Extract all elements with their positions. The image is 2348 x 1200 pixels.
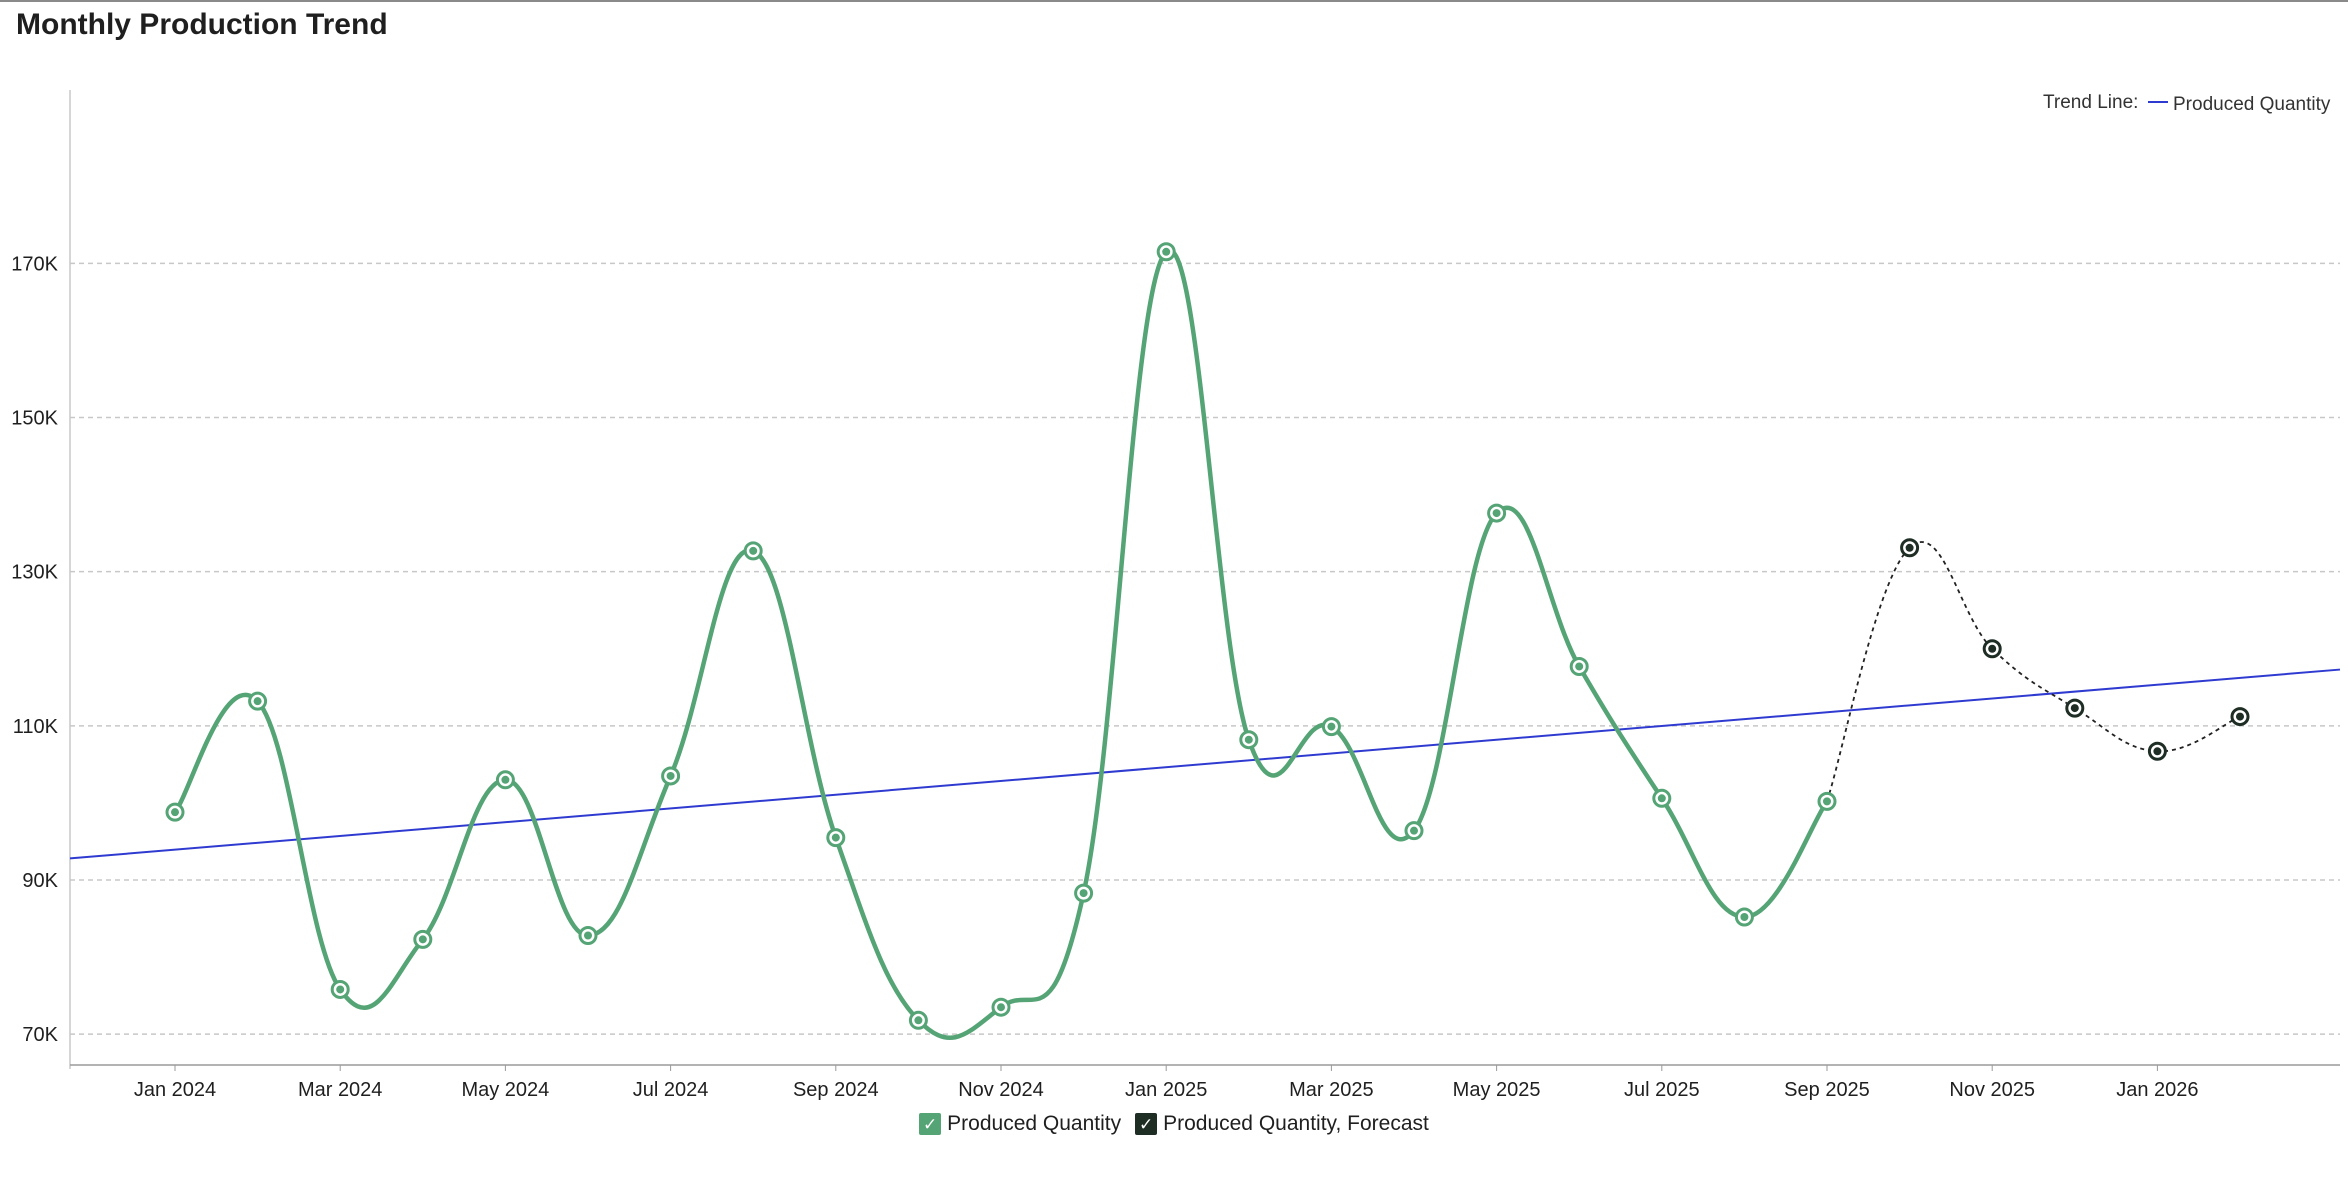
x-tick-label: May 2024 bbox=[461, 1079, 549, 1100]
data-point-dot bbox=[584, 931, 592, 940]
series-layer bbox=[173, 247, 2241, 1040]
forecast-data-point bbox=[2230, 707, 2250, 727]
data-point-dot bbox=[914, 1016, 923, 1025]
data-point-dot bbox=[1575, 662, 1584, 671]
trend-line bbox=[69, 668, 2341, 860]
y-tick-label: 70K bbox=[22, 1024, 58, 1046]
data-point-dot bbox=[253, 697, 262, 706]
data-point bbox=[330, 979, 350, 999]
data-point bbox=[908, 1010, 928, 1030]
data-point bbox=[578, 926, 598, 945]
data-point-dot bbox=[171, 808, 179, 817]
data-point-dot bbox=[997, 1003, 1005, 1012]
data-point bbox=[1652, 788, 1672, 808]
x-tick-label: May 2025 bbox=[1453, 1079, 1541, 1100]
data-point bbox=[826, 828, 846, 848]
forecast-series-line bbox=[1826, 541, 2241, 802]
x-tick-label: Mar 2024 bbox=[298, 1079, 383, 1100]
x-tick-label: Jan 2025 bbox=[1125, 1079, 1207, 1100]
data-point-dot bbox=[1905, 543, 1914, 552]
data-point-dot bbox=[1244, 735, 1253, 744]
data-point bbox=[413, 929, 433, 949]
legend: ✓ Produced Quantity ✓ Produced Quantity,… bbox=[0, 1112, 2348, 1136]
data-point-dot bbox=[336, 985, 345, 994]
y-tick-label: 150K bbox=[11, 408, 58, 430]
data-point bbox=[1239, 730, 1259, 750]
data-point bbox=[1734, 907, 1754, 927]
data-point-dot bbox=[749, 546, 758, 555]
data-point bbox=[495, 770, 515, 790]
y-tick-label: 170K bbox=[11, 253, 58, 275]
data-point-dot bbox=[2153, 747, 2162, 756]
y-tick-label: 90K bbox=[22, 870, 58, 892]
data-point-dot bbox=[2070, 704, 2079, 713]
data-point-dot bbox=[1492, 509, 1501, 518]
x-tick-label: Sep 2025 bbox=[1784, 1079, 1870, 1100]
checkbox-checked-icon[interactable]: ✓ bbox=[1135, 1113, 1158, 1135]
trend-line-legend[interactable]: Trend Line: Produced Quantity bbox=[2043, 92, 2331, 115]
data-point bbox=[1156, 242, 1176, 262]
x-tick-label: Nov 2025 bbox=[1949, 1079, 2035, 1100]
legend-item-produced-quantity-forecast[interactable]: ✓ Produced Quantity, Forecast bbox=[1135, 1112, 1429, 1136]
forecast-data-point bbox=[2065, 698, 2085, 718]
chart-title: Monthly Production Trend bbox=[16, 8, 388, 41]
checkbox-checked-icon[interactable]: ✓ bbox=[919, 1113, 942, 1135]
x-tick-label: Jan 2024 bbox=[134, 1079, 216, 1100]
data-point-dot bbox=[418, 935, 427, 944]
data-point-dot bbox=[1410, 826, 1418, 835]
axes: 70K 90K 110K 130K 150K 170K Jan 2024 Mar 2024 Ma… bbox=[11, 90, 2340, 1100]
data-point bbox=[1404, 821, 1424, 841]
y-tick-label: 130K bbox=[11, 562, 58, 584]
data-point-dot bbox=[831, 833, 840, 842]
gridlines bbox=[70, 262, 2340, 1035]
x-tick-label: Sep 2024 bbox=[793, 1079, 879, 1100]
data-point bbox=[248, 691, 268, 711]
legend-label: Produced Quantity bbox=[947, 1112, 1122, 1135]
data-point bbox=[1321, 717, 1341, 737]
data-point-dot bbox=[1162, 247, 1171, 256]
x-tick-label: Nov 2024 bbox=[958, 1079, 1044, 1100]
x-tick-label: Jul 2025 bbox=[1624, 1079, 1700, 1100]
data-point bbox=[1817, 791, 1837, 811]
trend-line-legend-title: Trend Line: bbox=[2043, 92, 2138, 113]
actual-series-line bbox=[173, 247, 1829, 1040]
data-point-dot bbox=[1327, 722, 1336, 731]
data-point bbox=[1569, 656, 1589, 676]
data-point bbox=[1074, 883, 1094, 903]
data-point bbox=[991, 997, 1011, 1017]
data-point bbox=[1487, 503, 1507, 523]
x-tick-label: Jul 2024 bbox=[633, 1079, 709, 1100]
markers-layer bbox=[165, 242, 2250, 1030]
y-tick-label: 110K bbox=[13, 716, 59, 738]
legend-label: Produced Quantity, Forecast bbox=[1163, 1112, 1429, 1135]
trend-line-legend-label: Produced Quantity bbox=[2173, 94, 2331, 115]
trend-line-layer bbox=[69, 668, 2341, 860]
legend-item-produced-quantity[interactable]: ✓ Produced Quantity bbox=[919, 1112, 1121, 1136]
data-point bbox=[165, 802, 185, 822]
data-point-dot bbox=[1823, 797, 1831, 806]
forecast-data-point bbox=[1900, 538, 1920, 558]
line-chart: 70K 90K 110K 130K 150K 170K Jan 2024 Mar 2024 Ma… bbox=[11, 90, 2341, 1100]
forecast-data-point bbox=[1982, 639, 2002, 659]
data-point-dot bbox=[1988, 644, 1997, 653]
top-border bbox=[0, 0, 2348, 2]
data-point-dot bbox=[1740, 913, 1749, 921]
x-tick-label: Mar 2025 bbox=[1289, 1079, 1374, 1100]
data-point-dot bbox=[1079, 889, 1088, 898]
data-point bbox=[743, 541, 763, 561]
x-tick-label: Jan 2026 bbox=[2116, 1079, 2198, 1100]
forecast-data-point bbox=[2147, 741, 2167, 761]
data-point-dot bbox=[2236, 712, 2244, 721]
data-point-dot bbox=[501, 775, 510, 784]
data-point-dot bbox=[666, 771, 675, 780]
data-point bbox=[661, 766, 681, 786]
data-point-dot bbox=[1657, 794, 1666, 803]
